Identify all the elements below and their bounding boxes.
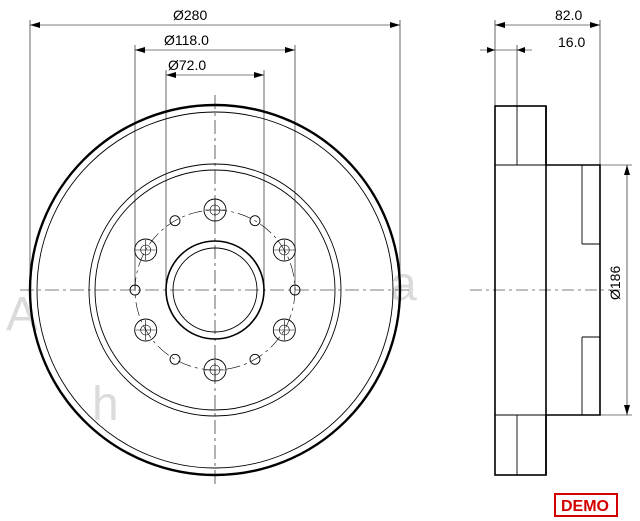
dim-bore: Ø72.0	[168, 57, 206, 73]
dim-hat-diameter: Ø186	[607, 266, 623, 300]
dim-overall-width: 82.0	[555, 7, 582, 23]
watermark: A h a	[6, 258, 417, 431]
demo-label: DEMO	[561, 498, 609, 515]
dim-outer-diameter: Ø280	[173, 7, 207, 23]
side-dimensions: 82.0 16.0 Ø186	[480, 7, 632, 415]
front-view	[20, 95, 410, 485]
watermark-glyph: A	[6, 288, 38, 341]
watermark-glyph: a	[390, 258, 417, 311]
dim-pcd: Ø118.0	[164, 32, 209, 48]
drawing-canvas: A h a	[0, 0, 640, 521]
watermark-glyph: h	[92, 378, 119, 431]
side-view	[470, 106, 620, 475]
demo-badge: DEMO	[555, 494, 617, 516]
dim-thickness: 16.0	[558, 34, 585, 50]
